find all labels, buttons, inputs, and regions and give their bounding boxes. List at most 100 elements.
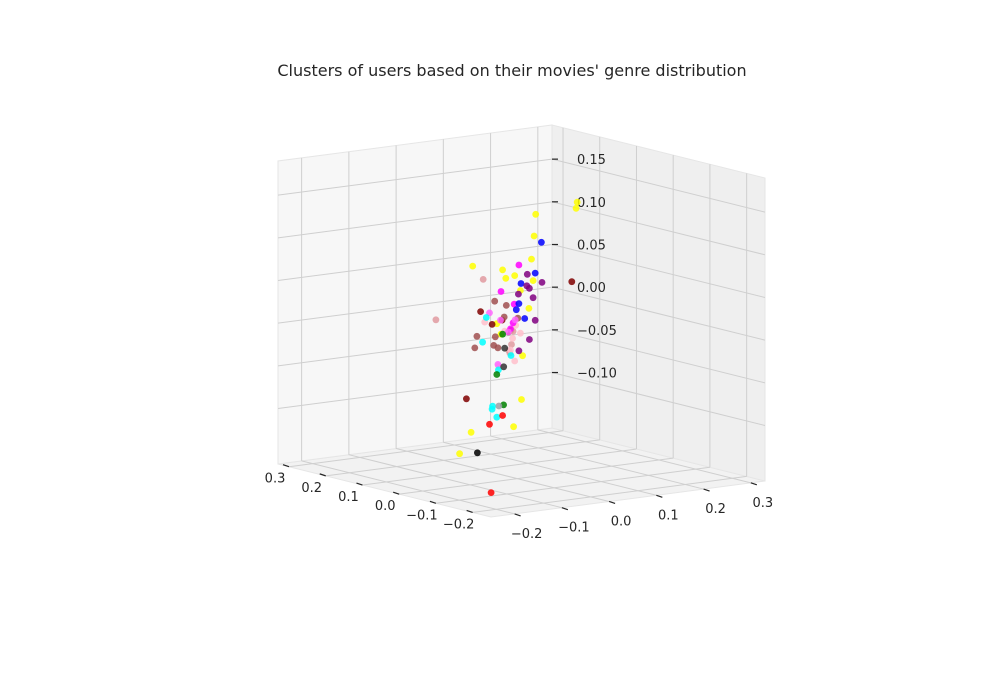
y-tick-mark [750, 482, 758, 486]
data-point-series-3 [494, 344, 502, 352]
data-point-series-5 [517, 329, 524, 337]
y-tick-label: 0.2 [705, 502, 726, 517]
side-pane [551, 124, 766, 482]
grid-line-x-floor [435, 466, 710, 504]
y-tick-mark [514, 513, 521, 517]
data-point-series-11 [493, 371, 501, 378]
data-point-series-3 [491, 333, 499, 341]
data-point-series-8 [479, 338, 486, 346]
data-point-series-6 [497, 288, 505, 295]
data-point-series-2 [488, 321, 496, 328]
data-point-series-1 [530, 232, 538, 240]
data-point-series-1 [502, 274, 510, 282]
data-point-series-1 [532, 210, 540, 218]
data-point-series-7 [511, 316, 519, 324]
x-tick-label: −0.1 [406, 508, 438, 523]
data-point-series-14 [487, 489, 495, 496]
data-point-series-3 [471, 344, 479, 352]
data-point-series-1 [456, 450, 463, 458]
x-tick-mark [356, 482, 363, 486]
x-tick-label: 0.1 [338, 490, 359, 505]
grid-line-z-back [277, 243, 553, 281]
grid-line-z-side [551, 329, 766, 384]
grid-line-x-floor [325, 439, 600, 477]
grid-line-z-back [277, 329, 553, 367]
data-point-series-1 [529, 277, 537, 284]
data-point-series-12 [501, 344, 509, 352]
data-point-series-4 [432, 316, 440, 324]
data-point-series-10 [523, 282, 531, 290]
data-point-series-5 [507, 346, 514, 354]
grid-line-z-side [551, 372, 766, 427]
y-tick-label: 0.0 [611, 514, 632, 529]
axis-ticks: −0.2 −0.1 0.0 0.1 0.2 0.3 −0.2 −0.1 0.0 0.1 0.2 0.3… [265, 153, 773, 542]
grid-line-x-floor [362, 448, 637, 486]
grid-line-x-floor [288, 430, 564, 468]
grid-lines [277, 126, 766, 515]
data-point-series-1 [518, 396, 525, 403]
grid-line-z-back [277, 372, 553, 410]
data-point-series-4 [479, 276, 487, 283]
data-point-series-10 [531, 316, 539, 324]
y-tick-mark [561, 507, 569, 511]
y-tick-label: 0.1 [658, 508, 679, 523]
x-tick-mark [282, 464, 290, 468]
data-point-series-2 [463, 395, 470, 403]
y-tick-label: −0.2 [511, 527, 543, 542]
data-point-series-3 [473, 332, 481, 340]
x-tick-label: 0.0 [375, 499, 396, 514]
x-tick-mark [466, 509, 473, 514]
y-tick-mark [608, 500, 616, 505]
z-tick-label: 0.15 [577, 153, 606, 168]
grid-line-y-floor [301, 460, 515, 515]
data-point-series-1 [469, 262, 477, 270]
data-point-series-13 [474, 449, 481, 457]
grid-line-z-back [277, 201, 553, 239]
data-point-series-10 [538, 279, 546, 286]
z-tick-label: −0.05 [577, 324, 617, 339]
data-point-series-1 [573, 198, 581, 206]
data-point-series-15 [495, 402, 503, 410]
x-tick-mark [392, 491, 400, 495]
grid-line-z-side [551, 201, 766, 256]
data-point-series-8 [507, 352, 515, 359]
data-point-series-14 [499, 412, 506, 419]
data-point-series-10 [529, 294, 537, 302]
data-point-series-2 [477, 308, 484, 315]
data-point-series-1 [528, 255, 535, 263]
grid-line-z-side [551, 158, 766, 213]
grid-line-y-floor [537, 429, 751, 484]
chart-title: Clusters of users based on their movies'… [277, 61, 746, 80]
data-point-series-8 [482, 314, 490, 321]
data-point-series-9 [517, 280, 525, 287]
data-point-series-1 [511, 272, 519, 279]
y-tick-label: 0.3 [752, 496, 773, 511]
x-tick-label: 0.2 [301, 481, 322, 496]
data-point-series-1 [525, 305, 533, 312]
grid-line-y-floor [490, 435, 704, 490]
data-point-series-9 [521, 315, 529, 322]
data-point-series-10 [526, 336, 533, 343]
grid-line-z-back [277, 286, 553, 324]
z-tick-label: 0.10 [577, 196, 606, 211]
z-tick-label: 0.00 [577, 281, 606, 296]
data-point-series-8 [493, 413, 501, 421]
x-tick-mark [319, 473, 326, 477]
data-point-series-1 [519, 352, 526, 360]
z-tick-label: 0.05 [577, 238, 606, 253]
data-point-series-1 [510, 423, 517, 431]
grid-line-z-side [551, 244, 766, 298]
data-point-series-3 [491, 297, 499, 305]
data-point-series-9 [531, 269, 539, 277]
x-tick-mark [429, 500, 437, 504]
grid-line-x-floor [399, 457, 674, 495]
scatter-points [432, 198, 581, 496]
data-point-series-10 [515, 347, 523, 355]
y-tick-label: −0.1 [558, 521, 590, 536]
data-point-series-10 [515, 290, 522, 298]
data-point-series-3 [502, 302, 510, 309]
data-point-series-10 [523, 270, 531, 278]
data-point-series-7 [505, 328, 512, 336]
x-tick-label: 0.3 [265, 472, 286, 487]
grid-line-y-floor [348, 454, 562, 509]
